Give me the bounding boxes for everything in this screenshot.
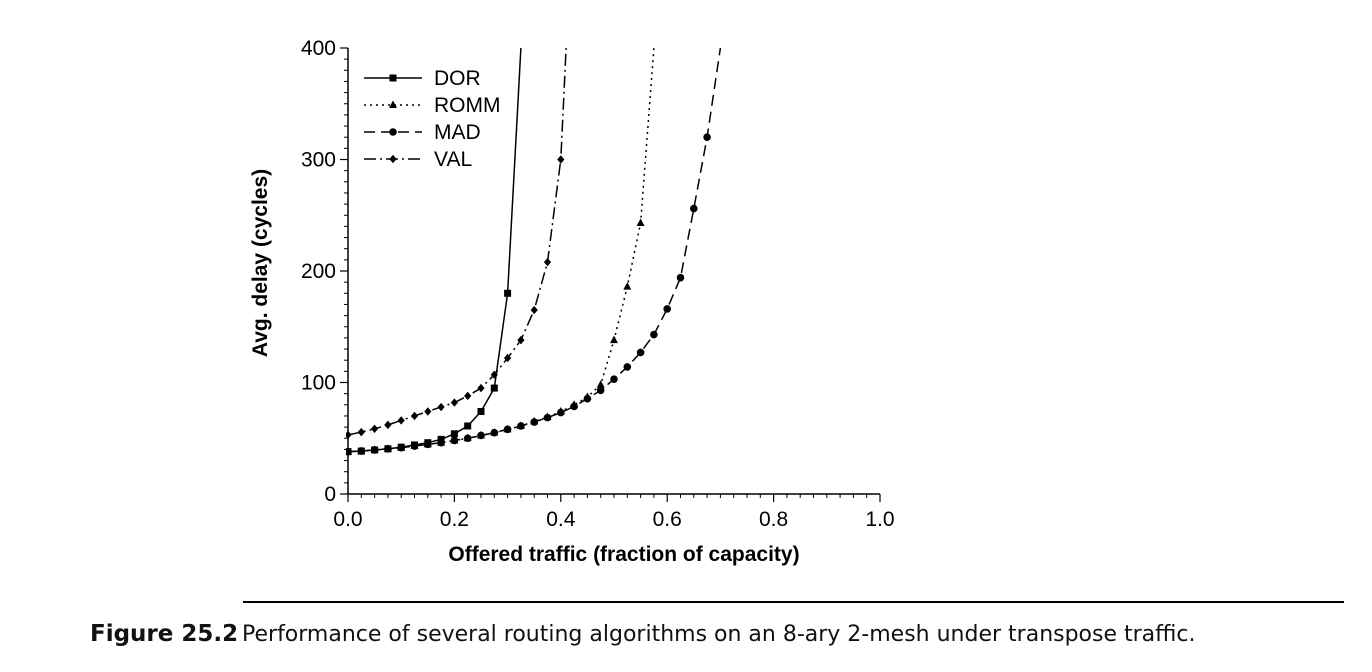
data-point-mad: [437, 438, 445, 447]
data-point-romm: [596, 380, 605, 388]
legend-marker-romm: [389, 100, 397, 108]
data-point-mad: [690, 204, 698, 213]
routing-delay-chart: 0.0 0.2 0.4 0.6 0.8 1.0 0 100 200 300 400 DOR ROMM M…: [249, 37, 895, 566]
data-point-mad: [397, 443, 406, 452]
legend-marker-val: [389, 154, 397, 164]
data-point-val: [477, 383, 485, 393]
figure-number: Figure 25.2: [90, 621, 239, 647]
x-tick-label: 0.8: [759, 508, 788, 531]
series-val: [346, 47, 567, 440]
x-tick-label: 1.0: [865, 508, 894, 531]
data-point-dor: [450, 430, 458, 438]
y-tick-label: 300: [301, 149, 336, 172]
data-point-mad: [424, 440, 432, 449]
data-point-val: [384, 420, 392, 430]
data-point-val: [397, 416, 405, 425]
data-point-mad: [490, 428, 499, 437]
legend-label-romm: ROMM: [434, 94, 501, 117]
axes: 0.0 0.2 0.4 0.6 0.8 1.0 0 100 200 300 400: [301, 37, 895, 531]
data-point-mad: [557, 408, 565, 417]
data-point-mad: [503, 425, 512, 434]
data-point-romm: [623, 282, 632, 290]
x-tick-label: 0.4: [546, 508, 576, 531]
y-tick-label: 400: [301, 37, 336, 60]
data-point-val: [357, 427, 365, 437]
data-point-val: [346, 430, 352, 440]
legend: DOR ROMM MAD VAL: [364, 67, 501, 171]
series-mad: [346, 47, 722, 456]
data-point-dor: [504, 289, 512, 297]
series-line-romm: [347, 47, 655, 453]
legend-label-val: VAL: [434, 148, 472, 171]
data-point-dor: [490, 384, 498, 392]
data-point-mad: [583, 394, 592, 403]
x-tick-label: 0.2: [440, 508, 469, 531]
legend-item-dor: DOR: [364, 67, 481, 90]
y-tick-label: 100: [301, 372, 336, 395]
data-point-val: [410, 411, 419, 421]
legend-marker-dor: [389, 74, 397, 82]
x-axis-title: Offered traffic (fraction of capacity): [448, 543, 799, 566]
series-layer: [346, 47, 722, 456]
caption-text: Performance of several routing algorithm…: [242, 622, 1196, 647]
data-point-val: [557, 155, 565, 164]
data-point-mad: [370, 446, 379, 454]
series-line-mad: [347, 47, 722, 453]
data-point-mad: [463, 434, 472, 443]
data-point-dor: [477, 407, 485, 415]
data-point-mad: [596, 386, 605, 395]
data-point-mad: [517, 422, 525, 430]
y-tick-label: 200: [301, 260, 336, 283]
data-point-mad: [477, 431, 485, 440]
data-point-val: [490, 370, 498, 379]
data-point-val: [530, 305, 538, 315]
data-point-val: [450, 398, 458, 407]
data-point-val: [437, 402, 445, 412]
y-tick-label: 0: [324, 483, 336, 506]
data-point-mad: [384, 445, 392, 453]
x-tick-label: 0.6: [653, 508, 682, 531]
data-point-mad: [703, 133, 711, 141]
data-point-mad: [357, 447, 366, 455]
data-point-mad: [636, 348, 645, 357]
data-point-mad: [676, 273, 685, 282]
data-point-mad: [570, 402, 578, 411]
data-point-mad: [663, 305, 671, 313]
legend-item-romm: ROMM: [364, 94, 501, 117]
legend-marker-mad: [389, 128, 397, 136]
legend-item-mad: MAD: [364, 121, 481, 144]
y-axis-title: Avg. delay (cycles): [249, 169, 272, 357]
legend-label-dor: DOR: [434, 67, 481, 90]
legend-item-val: VAL: [364, 148, 472, 171]
data-point-mad: [623, 363, 632, 371]
data-point-romm: [610, 335, 618, 344]
data-point-mad: [410, 442, 419, 450]
data-point-mad: [530, 418, 538, 426]
x-tick-label: 0.0: [333, 508, 362, 531]
caption-divider: [243, 601, 1344, 603]
data-point-val: [517, 335, 525, 345]
data-point-mad: [450, 436, 459, 445]
legend-label-mad: MAD: [434, 121, 481, 144]
data-point-val: [504, 353, 512, 363]
data-point-mad: [346, 447, 352, 456]
data-point-val: [371, 424, 379, 433]
data-point-val: [543, 257, 552, 267]
data-point-val: [424, 407, 432, 416]
data-point-mad: [543, 413, 552, 422]
figure-caption: Figure 25.2 Performance of several routin…: [90, 620, 1350, 647]
data-point-mad: [610, 375, 618, 383]
data-point-dor: [464, 422, 472, 430]
data-point-romm: [636, 218, 645, 227]
data-point-mad: [650, 330, 658, 339]
data-point-val: [464, 391, 472, 401]
